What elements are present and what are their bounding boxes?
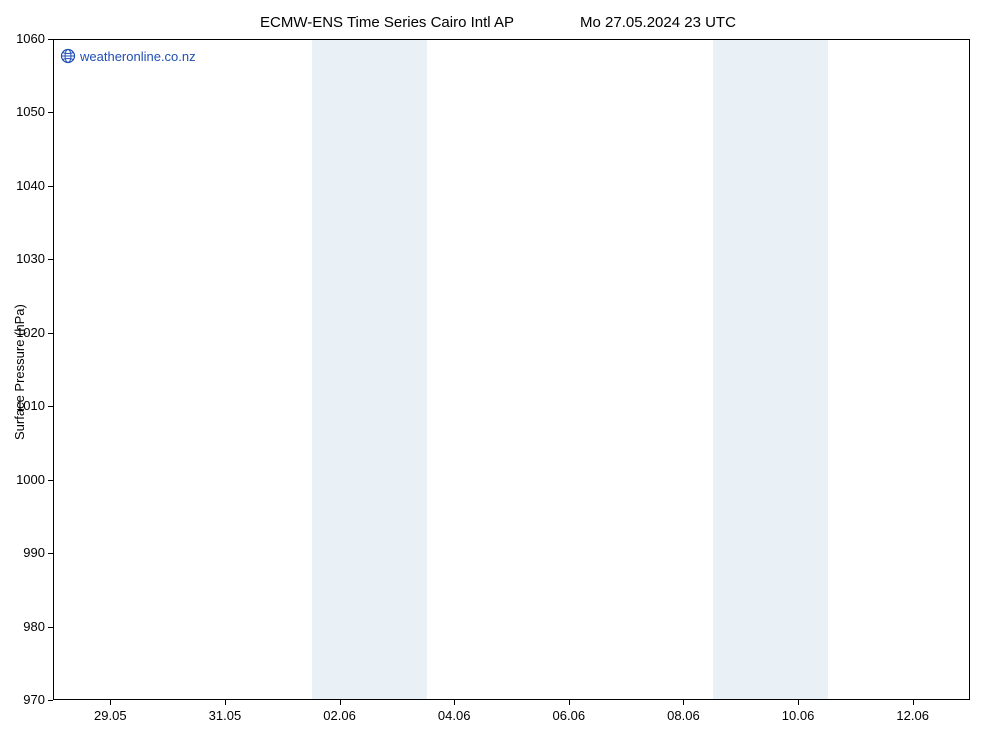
x-tick-label: 06.06 [553, 708, 586, 723]
x-tick-label: 04.06 [438, 708, 471, 723]
x-tick-label: 08.06 [667, 708, 700, 723]
x-tick-mark [340, 700, 341, 705]
y-tick-label: 1020 [16, 325, 45, 340]
y-tick-label: 980 [23, 619, 45, 634]
watermark: weatheronline.co.nz [60, 48, 196, 64]
x-tick-mark [569, 700, 570, 705]
y-tick-label: 1030 [16, 251, 45, 266]
x-tick-mark [110, 700, 111, 705]
weekend-band [312, 40, 427, 699]
y-tick-mark [48, 39, 53, 40]
chart-container: ECMW-ENS Time Series Cairo Intl AP Mo 27… [0, 0, 1000, 733]
y-tick-label: 1010 [16, 398, 45, 413]
y-tick-mark [48, 700, 53, 701]
x-tick-label: 10.06 [782, 708, 815, 723]
x-tick-label: 12.06 [896, 708, 929, 723]
x-tick-mark [683, 700, 684, 705]
weekend-band [713, 40, 828, 699]
chart-title-right: Mo 27.05.2024 23 UTC [580, 14, 736, 31]
x-tick-mark [225, 700, 226, 705]
y-tick-label: 1040 [16, 178, 45, 193]
y-tick-mark [48, 186, 53, 187]
y-tick-label: 1060 [16, 31, 45, 46]
watermark-text: weatheronline.co.nz [80, 49, 196, 64]
y-tick-mark [48, 480, 53, 481]
y-tick-label: 990 [23, 545, 45, 560]
plot-area [53, 39, 970, 700]
y-tick-label: 1050 [16, 104, 45, 119]
y-tick-mark [48, 333, 53, 334]
y-tick-mark [48, 627, 53, 628]
y-tick-mark [48, 259, 53, 260]
x-tick-label: 31.05 [209, 708, 242, 723]
chart-title-left: ECMW-ENS Time Series Cairo Intl AP [260, 14, 514, 31]
x-tick-mark [913, 700, 914, 705]
x-tick-label: 02.06 [323, 708, 356, 723]
y-tick-label: 970 [23, 692, 45, 707]
y-tick-mark [48, 112, 53, 113]
x-tick-mark [798, 700, 799, 705]
y-tick-label: 1000 [16, 472, 45, 487]
globe-icon [60, 48, 76, 64]
x-tick-label: 29.05 [94, 708, 127, 723]
y-tick-mark [48, 553, 53, 554]
y-tick-mark [48, 406, 53, 407]
x-tick-mark [454, 700, 455, 705]
